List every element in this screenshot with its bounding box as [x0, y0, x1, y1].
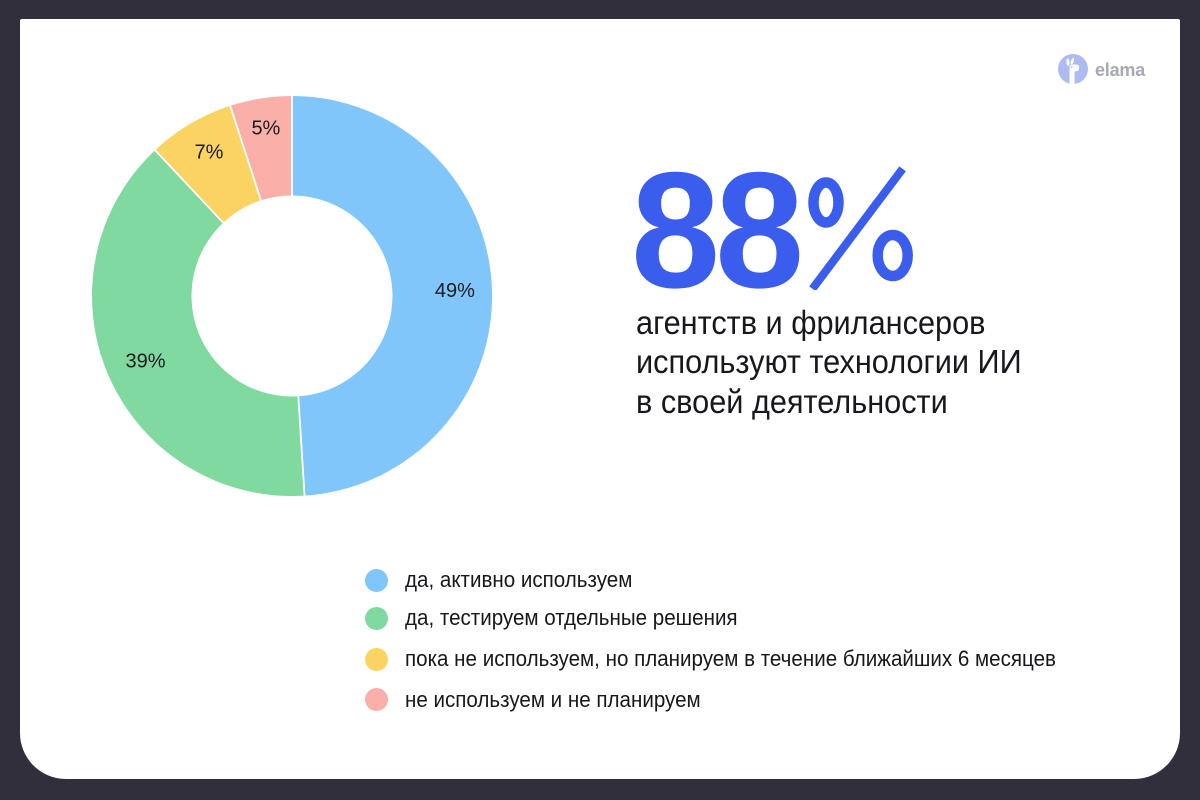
svg-text:39%: 39%	[125, 350, 165, 372]
svg-text:7%: 7%	[195, 142, 224, 164]
svg-text:49%: 49%	[435, 280, 475, 302]
svg-text:5%: 5%	[251, 118, 280, 140]
